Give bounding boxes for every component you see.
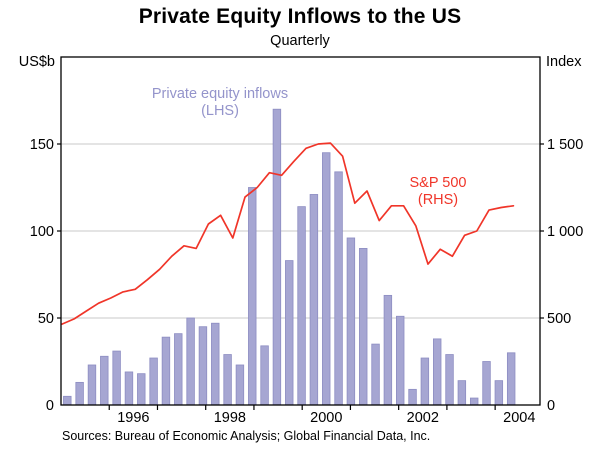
bar-2001Q1 — [359, 247, 368, 406]
bar-2002Q4 — [445, 354, 454, 406]
bar-1998Q4 — [248, 187, 257, 406]
bars-legend-axis-hint: (LHS) — [201, 103, 239, 119]
bar-2002Q1 — [408, 388, 417, 406]
right-axis-unit-label: Index — [546, 54, 582, 70]
right-axis-tick-label-500: 500 — [547, 311, 571, 327]
bar-2003Q1 — [457, 380, 467, 406]
x-axis-label-1996: 1996 — [117, 410, 149, 426]
bars-series-legend: Private equity inflows (LHS) — [120, 86, 320, 120]
page-title: Private Equity Inflows to the US — [138, 5, 462, 28]
bar-2000Q1 — [309, 194, 319, 406]
bar-2002Q3 — [432, 338, 442, 406]
bar-2004Q1 — [506, 352, 516, 406]
bar-2001Q3 — [383, 294, 393, 406]
line-series-legend: S&P 500 (RHS) — [388, 175, 488, 209]
bar-1996Q3 — [137, 373, 146, 406]
bar-1997Q1 — [161, 336, 171, 406]
bar-1996Q4 — [149, 357, 158, 406]
left-axis-tick-label-150: 150 — [30, 137, 54, 153]
bar-1999Q1 — [260, 345, 269, 406]
bar-2001Q4 — [396, 315, 405, 406]
right-axis-tick-label-1500: 1 500 — [547, 137, 583, 153]
bar-1995Q2 — [75, 381, 84, 406]
x-axis-label-2004: 2004 — [503, 410, 535, 426]
bar-1999Q4 — [297, 206, 306, 406]
left-axis-unit-label: US$b — [18, 54, 55, 70]
bars-legend-name: Private equity inflows — [151, 86, 289, 102]
x-axis-label-1998: 1998 — [214, 410, 246, 426]
source-note: Sources: Bureau of Economic Analysis; Gl… — [62, 429, 431, 443]
bar-2000Q3 — [334, 171, 343, 406]
bar-2003Q3 — [482, 361, 491, 406]
right-axis-tick-label-0: 0 — [547, 398, 555, 414]
bar-1997Q2 — [174, 333, 183, 406]
bar-2000Q2 — [322, 152, 331, 406]
x-axis-label-2000: 2000 — [310, 410, 342, 426]
left-axis-tick-label-100: 100 — [30, 224, 54, 240]
bar-2002Q2 — [420, 357, 430, 406]
bar-1997Q4 — [198, 326, 208, 406]
bar-1999Q3 — [285, 260, 294, 406]
bar-2000Q4 — [346, 237, 356, 406]
bar-1998Q3 — [235, 364, 245, 406]
bar-1995Q4 — [100, 355, 109, 406]
bar-1995Q3 — [87, 364, 97, 406]
bar-1999Q2 — [272, 108, 282, 406]
chart-subtitle: Quarterly — [270, 33, 330, 49]
bar-1998Q2 — [223, 354, 232, 406]
sp500-line — [61, 142, 515, 325]
bar-2003Q4 — [494, 380, 504, 406]
bar-1995Q1 — [63, 395, 72, 406]
bar-1996Q2 — [124, 371, 134, 406]
left-axis-tick-label-50: 50 — [38, 311, 54, 327]
bar-1997Q3 — [186, 317, 195, 406]
left-axis-tick-label-0: 0 — [46, 398, 54, 414]
right-axis-tick-label-1000: 1 000 — [547, 224, 583, 240]
bar-1996Q1 — [112, 350, 121, 406]
bar-2001Q2 — [371, 343, 380, 406]
bar-2003Q2 — [469, 397, 479, 406]
bar-1998Q1 — [211, 322, 220, 406]
line-legend-axis-hint: (RHS) — [417, 192, 459, 208]
line-legend-name: S&P 500 — [409, 175, 467, 191]
x-axis-label-2002: 2002 — [407, 410, 439, 426]
